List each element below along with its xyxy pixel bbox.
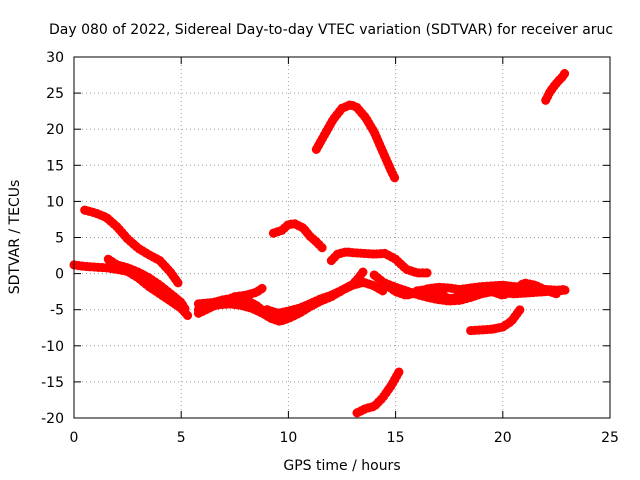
series-arc-7-markers [262, 277, 388, 318]
series-arc-9 [313, 102, 399, 183]
y-tick-label: -10 [41, 339, 64, 355]
axis-ticks [73, 56, 611, 419]
x-tick-label: 20 [494, 430, 512, 446]
chart-title: Day 080 of 2022, Sidereal Day-to-day VTE… [49, 22, 613, 38]
grid [74, 57, 610, 418]
x-tick-labels: 0 5 10 15 20 25 [70, 430, 619, 446]
series-arc-9-markers [311, 100, 401, 185]
y-tick-label: -20 [41, 411, 64, 427]
y-tick-labels: -20 -15 -10 -5 0 5 10 15 20 25 30 [41, 50, 64, 427]
y-tick-label: 5 [55, 231, 64, 247]
series-arc-14-markers [412, 278, 561, 304]
x-tick-label: 0 [70, 430, 79, 446]
y-tick-label: 25 [46, 86, 64, 102]
series-arc-15-markers [466, 305, 525, 336]
series-arc-3-markers [103, 254, 190, 315]
x-tick-label: 25 [601, 430, 619, 446]
y-tick-label: 20 [46, 122, 64, 138]
series-arc-11-markers [352, 365, 405, 418]
y-tick-label: -15 [41, 375, 64, 391]
x-tick-label: 15 [387, 430, 405, 446]
y-tick-label: 0 [55, 267, 64, 283]
y-tick-label: 10 [46, 194, 64, 210]
y-tick-label: 15 [46, 158, 64, 174]
x-tick-label: 5 [177, 430, 186, 446]
series-layer [69, 68, 570, 418]
series-arc-16-markers [541, 68, 570, 105]
x-axis-label: GPS time / hours [283, 458, 400, 474]
series-arc-1-markers [80, 205, 184, 289]
y-axis-label: SDTVAR / TECUs [7, 180, 23, 295]
x-tick-label: 10 [279, 430, 297, 446]
y-tick-label: -5 [50, 303, 64, 319]
series-arc-10-markers [326, 247, 433, 278]
series-arc-8-markers [268, 219, 328, 253]
y-tick-label: 30 [46, 50, 64, 66]
